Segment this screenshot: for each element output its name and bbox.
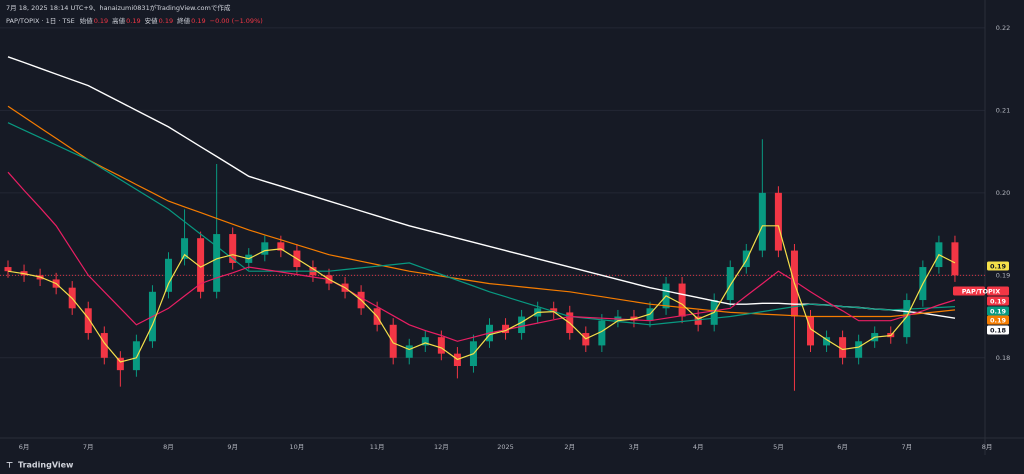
candle-body [181,238,189,259]
legend-value: 0.19 [159,17,173,25]
candle-body [823,337,831,346]
candle-body [229,234,237,263]
price-box-label: 0.19 [990,308,1007,316]
candle-body [550,308,558,313]
candle-body [502,324,510,334]
x-tick-label: 8月 [163,443,174,451]
y-tick-label: 0.21 [996,106,1010,114]
candle-body [389,324,397,358]
price-box [987,325,1009,335]
x-tick-label: 2月 [564,443,575,451]
candle-body [518,316,526,334]
header: 7月 18, 2025 18:14 UTC+9、hanaizumi0831がTr… [6,3,231,12]
x-tick-label: 4月 [693,443,704,451]
candle-body [100,333,108,358]
x-tick-label: 5月 [773,443,784,451]
y-tick-label: 0.20 [996,189,1010,197]
candle-body [742,250,750,268]
candle-body [197,238,205,292]
candle-body [132,341,140,371]
price-box [987,296,1009,306]
candle-body [261,242,269,255]
x-tick-label: 6月 [837,443,848,451]
price-box-label: 0.19 [990,263,1007,271]
x-tick-label: 12月 [434,443,449,451]
brand-logo: ⊤ [6,461,13,470]
candle-body [421,337,429,346]
candle-body [165,258,172,292]
candle-body [774,192,782,251]
candle-body [855,341,863,358]
candle-body [213,234,221,292]
x-tick-label: 7月 [901,443,912,451]
candle-body [84,308,92,334]
price-box [987,315,1009,325]
legend-value: 0.19 [126,17,140,25]
y-tick-label: 0.19 [996,271,1010,279]
x-tick-label: 8月 [982,443,993,451]
moving-average-line [7,171,956,342]
candle-body [437,337,445,354]
price-box-label: 0.19 [990,298,1007,306]
legend-change: −0.00 (−1.09%) [210,17,263,25]
moving-average-line [7,122,956,326]
price-box-label: PAP/TOPIX [962,288,1001,296]
moving-average-line [7,56,956,319]
x-tick-label: 9月 [227,443,238,451]
legend-label: 高値 [112,16,126,25]
candle-body [116,357,124,371]
candle-body [839,337,847,358]
x-tick-label: 11月 [370,443,385,451]
legend-label: 終値 [177,16,191,25]
legend-label: 安値 [145,16,159,25]
price-box [953,286,985,296]
price-box-label: 0.19 [990,317,1007,325]
price-box [987,261,1009,271]
y-tick-label: 0.22 [996,24,1010,32]
x-tick-label: 10月 [290,443,305,451]
candle-body [678,283,686,317]
x-tick-label: 7月 [83,443,94,451]
candle-body [951,242,959,276]
candle-body [726,267,734,301]
price-box-label: 0.18 [990,327,1007,335]
x-tick-label: 2025 [497,443,514,451]
candle-body [277,242,285,251]
x-tick-label: 6月 [19,443,30,451]
candle-body [598,320,606,346]
legend-value: 0.19 [191,17,205,25]
candle-body [807,316,814,346]
price-box [987,306,1009,316]
brand: TradingView [18,461,74,470]
legend-label: 始値 [80,16,94,25]
moving-average-line [7,105,956,318]
x-tick-label: 3月 [629,443,640,451]
moving-average-line [7,225,956,363]
symbol: PAP/TOPIX · 1日 · TSE [6,17,75,25]
candle-body [405,345,413,358]
legend-value: 0.19 [94,17,108,25]
price-box [987,286,1009,296]
candle-body [903,300,911,338]
y-tick-label: 0.18 [996,354,1010,362]
candle-body [4,267,12,272]
candle-body [758,192,766,251]
candle-body [694,316,702,325]
